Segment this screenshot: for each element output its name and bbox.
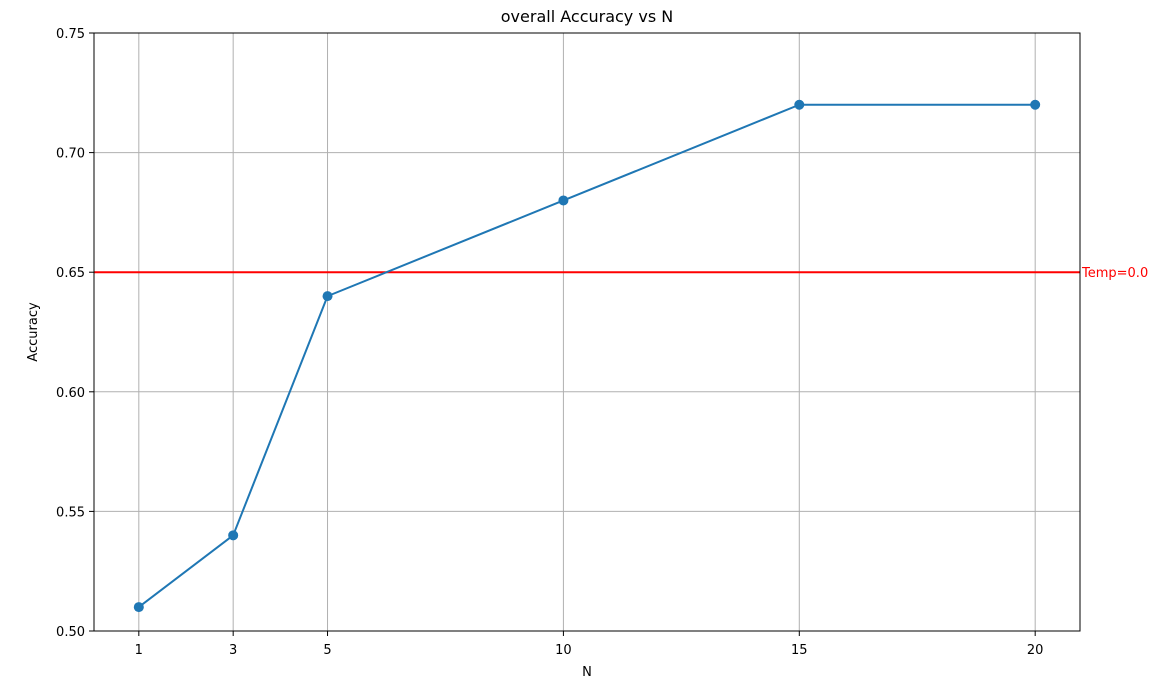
y-tick-label: 0.50 — [56, 625, 85, 640]
y-axis: 0.50 0.55 0.60 0.65 0.70 0.75 — [56, 27, 94, 640]
x-tick-label: 3 — [229, 643, 237, 658]
data-point — [558, 195, 569, 206]
series-line — [138, 103, 1036, 608]
data-point — [133, 602, 144, 613]
data-point — [1030, 99, 1041, 110]
x-tick-label: 15 — [791, 643, 808, 658]
y-tick-label: 0.75 — [56, 27, 85, 42]
y-tick-label: 0.55 — [56, 505, 85, 520]
y-tick-label: 0.60 — [56, 386, 85, 401]
x-tick-label: 5 — [323, 643, 331, 658]
x-axis: 1 3 5 10 15 20 — [135, 631, 1044, 658]
reference-line-label: Temp=0.0 — [1081, 266, 1148, 281]
y-tick-label: 0.70 — [56, 147, 85, 162]
data-point — [794, 99, 805, 110]
series-layer — [133, 99, 1041, 613]
x-axis-title: N — [582, 665, 592, 679]
x-tick-label: 20 — [1027, 643, 1044, 658]
x-tick-label: 10 — [555, 643, 572, 658]
data-point — [228, 530, 239, 541]
data-point — [322, 291, 333, 302]
x-tick-label: 1 — [135, 643, 143, 658]
y-tick-label: 0.65 — [56, 266, 85, 281]
plot-frame — [93, 32, 1081, 632]
chart-title: overall Accuracy vs N — [501, 7, 673, 26]
y-axis-title: Accuracy — [26, 302, 41, 362]
